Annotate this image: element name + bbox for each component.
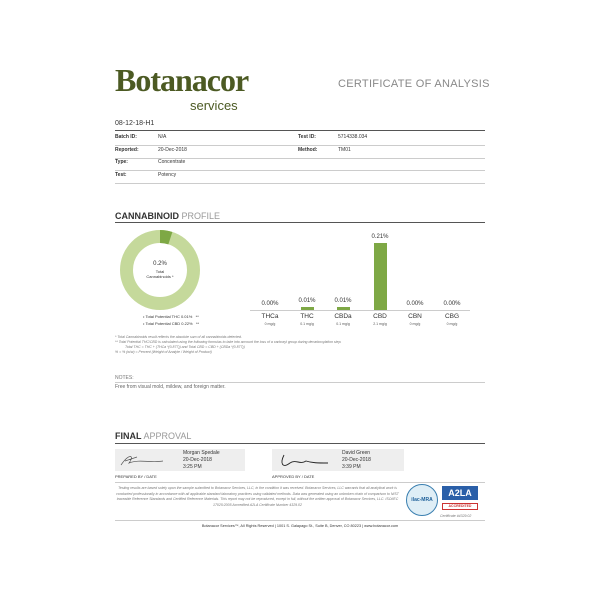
info-label: Batch ID: bbox=[115, 134, 137, 140]
bar-value-label: 0.01% bbox=[298, 297, 316, 304]
legend-thc: • Total Potential THC 0.01% ** bbox=[143, 314, 199, 319]
bar-sublabel: 0 mg/g bbox=[446, 322, 458, 326]
footnote: ** Total Potential THC/CBD is calculated… bbox=[115, 340, 342, 344]
bar-category-label: CBG bbox=[444, 313, 460, 320]
approved-by-box: David Green 20-Dec-2018 3:39 PM bbox=[272, 449, 404, 471]
info-value: Concentrate bbox=[158, 159, 186, 165]
notes-text: Free from visual mold, mildew, and forei… bbox=[115, 384, 226, 390]
logo-sub: services bbox=[190, 98, 238, 113]
signature-icon bbox=[120, 456, 164, 466]
footnote: Total THC = THC + (THCa *(0.877)) and To… bbox=[125, 345, 245, 349]
preparer-time: 3:25 PM bbox=[183, 464, 202, 470]
bar-value-label: 0.00% bbox=[406, 301, 424, 307]
bar-sublabel: 2.1 mg/g bbox=[373, 322, 387, 326]
preparer-date: 20-Dec-2018 bbox=[183, 457, 212, 463]
a2la-logo: A2LA bbox=[442, 486, 478, 500]
signature-icon bbox=[281, 454, 329, 466]
approver-name: David Green bbox=[342, 450, 371, 456]
accredited-badge: ACCREDITED bbox=[442, 503, 478, 510]
profile-title: CANNABINOID PROFILE bbox=[115, 211, 221, 221]
bar-value-label: 0.21% bbox=[371, 234, 389, 240]
donut-slice bbox=[159, 230, 173, 245]
prepared-caption: PREPARED BY / DATE bbox=[115, 474, 157, 479]
bar-category-label: CBDa bbox=[334, 313, 352, 320]
info-row: Reported: 20-Dec-2018 Method: TM01 bbox=[115, 146, 485, 158]
bar-category-label: THCa bbox=[261, 313, 279, 320]
disclaimer: Testing results are based solely upon th… bbox=[116, 486, 399, 507]
donut-value: 0.2% bbox=[153, 261, 167, 267]
preparer-name: Morgan Spedale bbox=[183, 450, 220, 456]
info-row: Batch ID: N/A Test ID: 5714338.034 bbox=[115, 133, 485, 145]
prepared-by-box: Morgan Spedale 20-Dec-2018 3:25 PM bbox=[115, 449, 245, 471]
info-label: Method: bbox=[298, 146, 318, 153]
total-cannabinoids-donut bbox=[120, 230, 200, 310]
info-label: Test ID: bbox=[298, 134, 316, 140]
info-value: Potency bbox=[158, 171, 177, 178]
ilac-mra-logo: ilac-MRA bbox=[406, 484, 438, 516]
footnote: % = % (w/w) = Percent (Weight of Analyte… bbox=[115, 350, 212, 354]
bar-category-label: CBD bbox=[373, 313, 387, 320]
bar-sublabel: 0.1 mg/g bbox=[336, 322, 350, 326]
donut-label-2: Cannabinoids * bbox=[146, 274, 174, 279]
info-value: TM01 bbox=[338, 146, 351, 153]
bar-THC bbox=[300, 306, 314, 310]
info-value: 20-Dec-2018 bbox=[158, 146, 187, 153]
notes-title: NOTES: bbox=[115, 375, 134, 381]
legend-cbd: • Total Potential CBD 0.22% ** bbox=[143, 321, 200, 326]
approver-date: 20-Dec-2018 bbox=[342, 457, 371, 463]
info-row: Type: Concentrate bbox=[115, 158, 485, 170]
logo: Botanacor bbox=[115, 62, 249, 98]
footer: Botanacor Services™, All Rights Reserved… bbox=[201, 524, 399, 528]
bar-CBDa bbox=[336, 306, 350, 310]
info-row: Test: Potency bbox=[115, 171, 485, 183]
bar-value-label: 0.00% bbox=[261, 301, 279, 307]
info-label: Reported: bbox=[115, 146, 139, 153]
approver-time: 3:39 PM bbox=[342, 464, 361, 470]
bar-sublabel: 0.1 mg/g bbox=[300, 322, 314, 326]
bar-category-label: THC bbox=[300, 313, 314, 320]
info-label: Type: bbox=[115, 159, 128, 165]
certificate-number: Certificate #4329.02 bbox=[440, 514, 472, 518]
donut-label: Total bbox=[155, 269, 165, 274]
info-value: 5714338.034 bbox=[338, 134, 368, 140]
approval-title: FINAL APPROVAL bbox=[115, 431, 192, 441]
lot-number: 08-12-18-H1 bbox=[115, 120, 155, 127]
info-label: Test: bbox=[115, 171, 127, 178]
bar-category-label: CBN bbox=[408, 313, 422, 320]
bar-sublabel: 0 mg/g bbox=[264, 322, 276, 326]
bar-sublabel: 0 mg/g bbox=[409, 322, 421, 326]
bar-CBD bbox=[373, 243, 387, 310]
footnote: * Total Cannabinoids result reflects the… bbox=[115, 335, 242, 339]
bar-value-label: 0.01% bbox=[334, 297, 352, 304]
bar-value-label: 0.00% bbox=[443, 301, 461, 307]
document-title: CERTIFICATE OF ANALYSIS bbox=[338, 78, 490, 90]
info-value: N/A bbox=[158, 134, 167, 140]
approved-caption: APPROVED BY / DATE bbox=[272, 474, 315, 479]
